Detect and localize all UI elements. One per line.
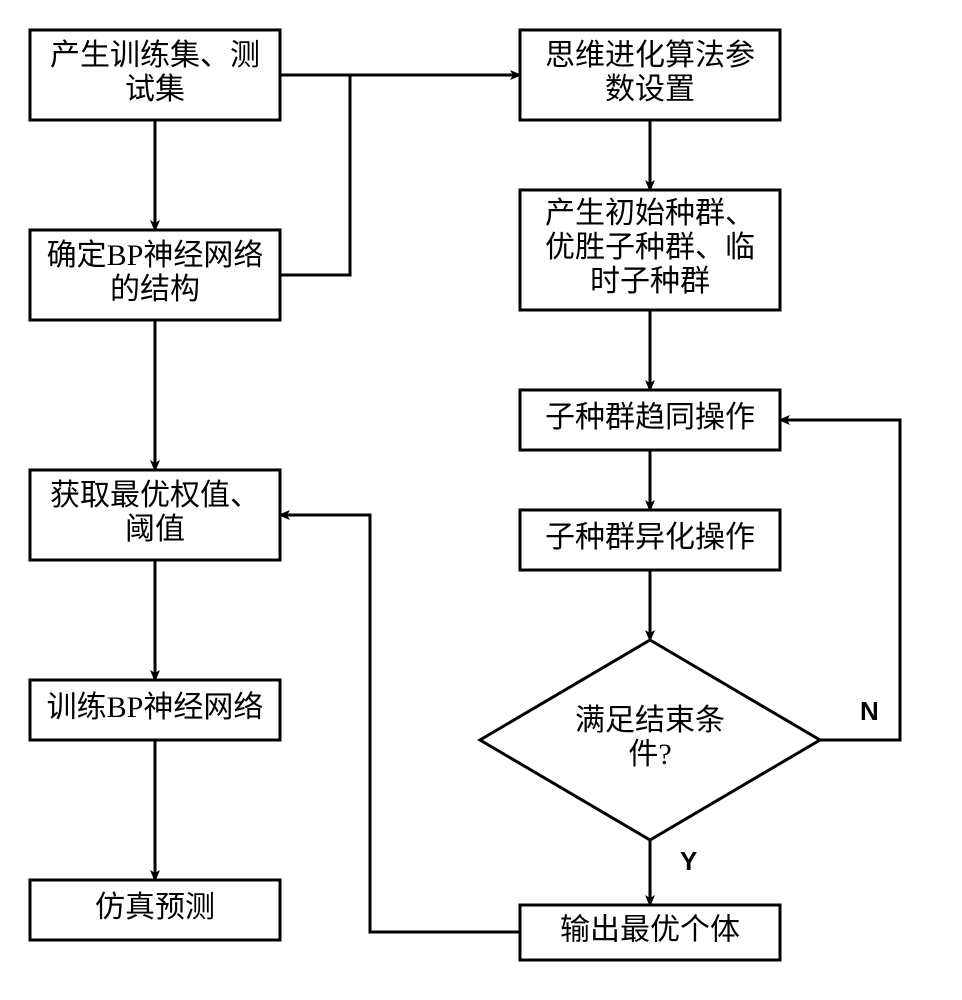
edge-n11-n3 [280, 515, 520, 932]
edge-n10-n8 [780, 420, 900, 740]
edge-label-Y: Y [680, 846, 697, 876]
edge-n2-n6 [280, 75, 350, 275]
node-label-n8: 子种群趋同操作 [545, 401, 755, 434]
edge-label-N: N [860, 696, 879, 726]
node-label-n9: 子种群异化操作 [545, 521, 755, 554]
node-label-n4: 训练BP神经网络 [47, 691, 264, 724]
node-label-n5: 仿真预测 [95, 891, 215, 924]
node-label-n11: 输出最优个体 [560, 913, 740, 946]
